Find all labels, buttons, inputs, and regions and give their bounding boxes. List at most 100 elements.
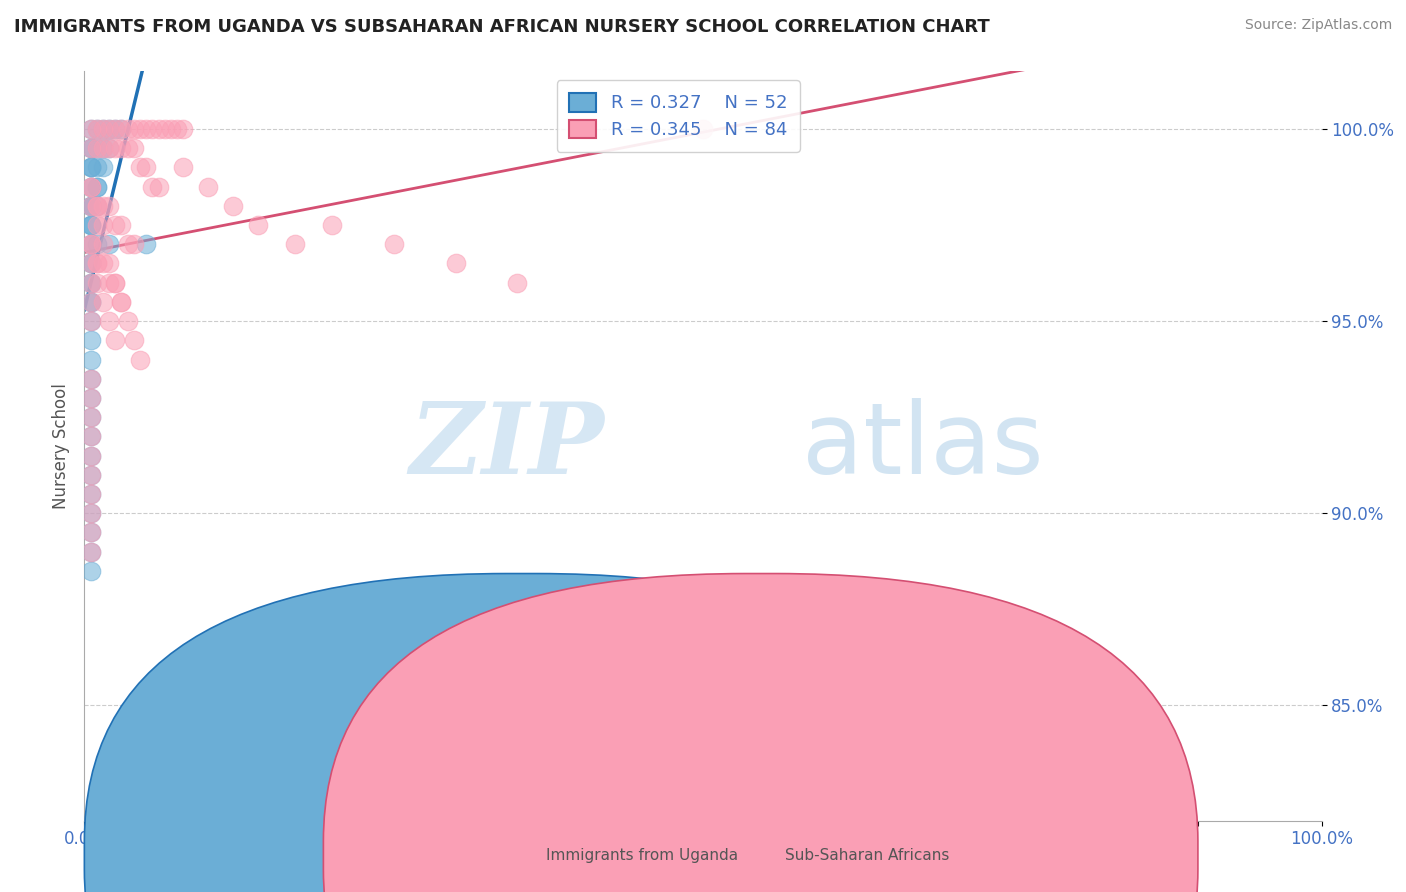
- Point: [79, 161, 101, 175]
- Point: [160, 122, 183, 136]
- Point: [153, 122, 176, 136]
- Point: [141, 122, 163, 136]
- Point: [79, 352, 101, 367]
- Point: [79, 506, 101, 520]
- Point: [91, 237, 114, 252]
- Point: [79, 276, 101, 290]
- Point: [79, 525, 101, 540]
- Text: IMMIGRANTS FROM UGANDA VS SUBSAHARAN AFRICAN NURSERY SCHOOL CORRELATION CHART: IMMIGRANTS FROM UGANDA VS SUBSAHARAN AFR…: [14, 18, 990, 36]
- Point: [692, 122, 714, 136]
- Point: [98, 314, 121, 328]
- Point: [79, 372, 101, 386]
- Point: [79, 237, 101, 252]
- Point: [79, 391, 101, 405]
- Point: [122, 122, 145, 136]
- Point: [86, 256, 108, 270]
- Point: [135, 237, 157, 252]
- Point: [79, 199, 101, 213]
- Point: [110, 141, 132, 155]
- Point: [172, 122, 194, 136]
- Point: [110, 218, 132, 232]
- Point: [79, 429, 101, 443]
- Point: [79, 544, 101, 558]
- Point: [79, 391, 101, 405]
- Point: [117, 314, 139, 328]
- Point: [172, 161, 194, 175]
- Point: [104, 141, 127, 155]
- Point: [79, 467, 101, 482]
- Point: [79, 487, 101, 501]
- Point: [86, 237, 108, 252]
- Point: [104, 276, 127, 290]
- Point: [110, 294, 132, 309]
- Point: [86, 199, 108, 213]
- Point: [135, 161, 157, 175]
- Point: [117, 122, 139, 136]
- Point: [79, 372, 101, 386]
- Point: [79, 179, 101, 194]
- Point: [79, 314, 101, 328]
- Point: [110, 122, 132, 136]
- Point: [444, 256, 467, 270]
- Point: [110, 294, 132, 309]
- Point: [79, 410, 101, 425]
- Point: [79, 334, 101, 348]
- Point: [79, 161, 101, 175]
- Point: [166, 122, 188, 136]
- Point: [79, 199, 101, 213]
- Point: [86, 179, 108, 194]
- Point: [91, 161, 114, 175]
- Point: [86, 256, 108, 270]
- Point: [91, 199, 114, 213]
- Y-axis label: Nursery School: Nursery School: [52, 383, 70, 509]
- Point: [104, 122, 127, 136]
- Point: [79, 161, 101, 175]
- Point: [104, 276, 127, 290]
- Point: [246, 218, 269, 232]
- Point: [91, 294, 114, 309]
- Point: [86, 141, 108, 155]
- Point: [506, 276, 529, 290]
- Point: [79, 199, 101, 213]
- Point: [104, 218, 127, 232]
- Point: [79, 429, 101, 443]
- Point: [79, 256, 101, 270]
- Point: [79, 449, 101, 463]
- Point: [79, 487, 101, 501]
- Point: [91, 122, 114, 136]
- Legend: R = 0.327    N = 52, R = 0.345    N = 84: R = 0.327 N = 52, R = 0.345 N = 84: [557, 80, 800, 152]
- Point: [122, 237, 145, 252]
- Point: [79, 294, 101, 309]
- Point: [284, 237, 307, 252]
- Text: ZIP: ZIP: [409, 398, 605, 494]
- Point: [79, 122, 101, 136]
- Point: [129, 161, 152, 175]
- Point: [79, 256, 101, 270]
- Point: [79, 141, 101, 155]
- Point: [148, 179, 170, 194]
- Point: [86, 161, 108, 175]
- Point: [79, 218, 101, 232]
- Point: [98, 199, 121, 213]
- Point: [79, 218, 101, 232]
- Point: [129, 352, 152, 367]
- Point: [86, 199, 108, 213]
- Point: [148, 122, 170, 136]
- Point: [79, 179, 101, 194]
- Point: [79, 276, 101, 290]
- Point: [79, 179, 101, 194]
- Point: [86, 179, 108, 194]
- Point: [79, 141, 101, 155]
- Point: [86, 199, 108, 213]
- Point: [79, 449, 101, 463]
- Point: [141, 179, 163, 194]
- Text: Immigrants from Uganda: Immigrants from Uganda: [546, 848, 738, 863]
- Point: [79, 237, 101, 252]
- Point: [79, 467, 101, 482]
- Point: [86, 276, 108, 290]
- Point: [98, 122, 121, 136]
- Point: [86, 122, 108, 136]
- Point: [79, 237, 101, 252]
- Point: [79, 294, 101, 309]
- Point: [117, 141, 139, 155]
